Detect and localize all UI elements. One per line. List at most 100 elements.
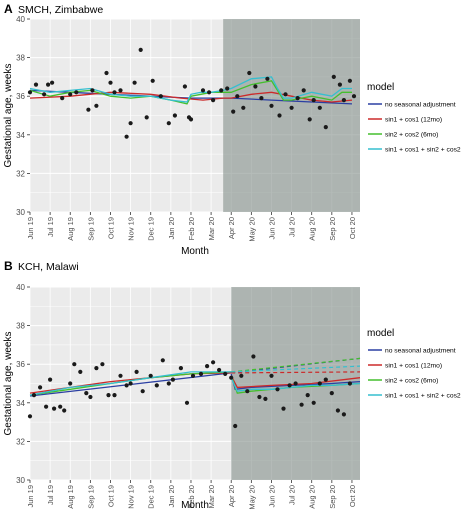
legend-label: sin1 + cos1 (12mo) xyxy=(385,117,442,124)
data-point xyxy=(184,400,190,405)
data-point xyxy=(219,88,224,93)
series-line xyxy=(29,371,232,396)
tick-label-x: Sep 19 xyxy=(86,485,95,509)
x-axis-title: Month xyxy=(181,500,209,511)
tick-label-x: Jun 20 xyxy=(267,217,276,240)
data-point xyxy=(100,362,105,367)
data-point xyxy=(317,105,322,110)
data-point xyxy=(217,367,222,373)
data-point xyxy=(50,80,55,85)
tick-label-x: Jul 19 xyxy=(46,217,55,237)
series-line xyxy=(29,91,353,103)
data-point xyxy=(33,82,39,87)
data-point xyxy=(38,385,43,390)
data-point xyxy=(90,88,95,93)
data-point xyxy=(118,88,123,93)
data-point xyxy=(42,92,47,97)
legend: model no seasonal adjustment sin1 + cos1 (… xyxy=(367,82,461,154)
data-point xyxy=(347,381,352,386)
data-point xyxy=(293,381,298,386)
y-axis-title: Gestational age, weeks xyxy=(3,64,14,168)
data-point xyxy=(178,366,183,371)
tick-label-y: 30 xyxy=(16,208,25,217)
data-point xyxy=(317,381,322,386)
data-point xyxy=(263,396,268,401)
data-point xyxy=(154,383,159,388)
data-point xyxy=(27,90,33,95)
data-point xyxy=(190,373,196,378)
data-point xyxy=(150,78,155,83)
data-point xyxy=(265,76,270,81)
data-point xyxy=(281,406,286,411)
data-point xyxy=(166,121,171,126)
tick-label-x: Apr 20 xyxy=(227,217,236,239)
series-projection xyxy=(231,371,361,374)
data-point xyxy=(259,96,264,101)
data-point xyxy=(94,366,99,371)
tick-label-x: Jan 20 xyxy=(167,217,176,240)
series-line xyxy=(29,89,353,105)
data-point xyxy=(160,358,165,363)
data-point xyxy=(233,423,238,429)
legend-label: sin2 + cos2 (6mo) xyxy=(385,378,438,385)
data-point xyxy=(144,115,149,120)
legend-title: model xyxy=(367,328,394,339)
tick-label-x: Aug 20 xyxy=(308,217,317,241)
data-point xyxy=(295,96,300,101)
tick-label-y: 32 xyxy=(16,169,25,178)
data-point xyxy=(231,109,236,114)
tick-label-y: 36 xyxy=(16,92,25,101)
tick-label-x: Oct 20 xyxy=(348,217,357,239)
panel-letter: A xyxy=(4,2,13,16)
data-point xyxy=(323,125,328,130)
panel-b: B KCH, Malawi 30 32 34 36 38 40 Jun 19 Jul 19 Aug … xyxy=(3,259,461,511)
panel-title: KCH, Malawi xyxy=(18,261,79,273)
data-point xyxy=(106,393,111,398)
tick-label-x: Feb 20 xyxy=(187,217,196,240)
data-point xyxy=(287,383,292,388)
data-point xyxy=(158,94,163,99)
data-point xyxy=(347,78,352,83)
data-point xyxy=(52,406,57,411)
tick-label-x: Jun 19 xyxy=(26,485,35,508)
data-point xyxy=(128,381,133,386)
legend-label: sin1 + cos1 + sin2 + cos2 xyxy=(385,147,461,154)
legend-label: no seasonal adjustment xyxy=(385,102,456,109)
tick-label-x: Jul 20 xyxy=(288,217,297,237)
data-point xyxy=(245,389,250,394)
data-point xyxy=(148,373,153,378)
legend-label: no seasonal adjustment xyxy=(385,348,456,355)
data-point xyxy=(84,391,89,396)
data-point xyxy=(78,369,83,374)
data-point xyxy=(335,408,340,413)
x-axis-title: Month xyxy=(181,246,209,257)
tick-label-x: Oct 19 xyxy=(106,485,115,507)
data-point xyxy=(225,86,230,91)
data-point xyxy=(277,113,282,118)
data-point xyxy=(94,103,99,108)
data-point xyxy=(118,373,123,378)
tick-label-x: Oct 20 xyxy=(348,485,357,507)
tick-label-x: Sep 20 xyxy=(328,485,337,509)
data-point xyxy=(311,400,316,405)
data-point xyxy=(140,389,145,394)
tick-label-x: May 20 xyxy=(247,217,256,242)
legend: model no seasonal adjustment sin1 + cos1 (… xyxy=(367,328,461,400)
data-point xyxy=(211,98,216,103)
tick-label-y: 40 xyxy=(16,15,25,24)
tick-label-x: Nov 19 xyxy=(127,485,136,509)
tick-label-x: Sep 19 xyxy=(86,217,95,241)
data-point xyxy=(247,70,252,76)
data-point xyxy=(27,414,33,419)
data-point xyxy=(235,94,240,99)
tick-label-x: Oct 19 xyxy=(106,217,115,239)
data-point xyxy=(239,373,244,378)
data-point xyxy=(269,103,274,108)
data-point xyxy=(170,377,175,382)
series-line-post xyxy=(230,373,361,391)
data-point xyxy=(223,371,228,376)
data-point xyxy=(72,362,77,367)
data-point xyxy=(124,134,129,139)
tick-label-y: 32 xyxy=(16,437,25,446)
legend-label: sin1 + cos1 (12mo) xyxy=(385,363,442,370)
